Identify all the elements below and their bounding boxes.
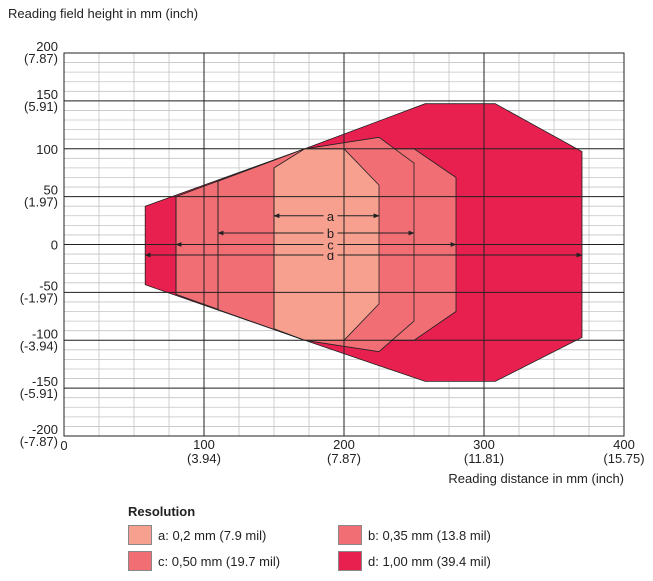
y-tick-sublabel: (7.87) <box>24 51 58 66</box>
x-tick-label: 100 <box>193 437 215 452</box>
legend-label-c: c: 0,50 mm (19.7 mil) <box>158 553 281 569</box>
range-letter-c: c <box>327 238 334 253</box>
y-tick-sublabel: (-1.97) <box>20 290 58 305</box>
legend-title: Resolution <box>128 504 196 519</box>
range-letter-bg-b <box>323 225 338 242</box>
plot-frame <box>63 52 625 437</box>
y-tick-sublabel: (-3.94) <box>20 338 58 353</box>
legend-item-c: c: 0,50 mm (19.7 mil) <box>128 551 338 571</box>
legend-label-b: b: 0,35 mm (13.8 mil) <box>368 527 491 543</box>
x-tick-sublabel: (3.94) <box>187 451 221 466</box>
y-tick-label: -150 <box>32 374 58 389</box>
legend: Resolution a: 0,2 mm (7.9 mil) b: 0,35 m… <box>128 504 538 571</box>
x-tick-label: 300 <box>473 437 495 452</box>
y-tick-label: -200 <box>32 422 58 437</box>
legend-swatch-d <box>338 551 362 571</box>
range-letter-a: a <box>327 209 335 224</box>
legend-label-a: a: 0,2 mm (7.9 mil) <box>158 527 267 543</box>
y-axis-title: Reading field height in mm (inch) <box>8 6 199 21</box>
legend-swatch-a <box>128 525 152 545</box>
x-tick-sublabel: (15.75) <box>603 451 644 466</box>
y-tick-label: 50 <box>44 183 58 198</box>
legend-swatch-c <box>128 551 152 571</box>
range-letter-b: b <box>327 226 334 241</box>
y-tick-sublabel: (5.91) <box>24 99 58 114</box>
y-tick-sublabel: (-5.91) <box>20 386 58 401</box>
y-tick-label: 200 <box>36 39 58 54</box>
legend-label-d: d: 1,00 mm (39.4 mil) <box>368 553 491 569</box>
y-tick-sublabel: (1.97) <box>24 195 58 210</box>
y-tick-label: 0 <box>51 238 58 253</box>
x-tick-sublabel: (7.87) <box>327 451 361 466</box>
x-tick-label: 200 <box>333 437 355 452</box>
reading-field-chart: dcba200(7.87)150(5.91)10050(1.97)0-50(-1… <box>20 39 645 486</box>
legend-item-a: a: 0,2 mm (7.9 mil) <box>128 525 338 545</box>
y-tick-label: 100 <box>36 142 58 157</box>
x-tick-label: 0 <box>60 438 67 453</box>
legend-item-d: d: 1,00 mm (39.4 mil) <box>338 551 538 571</box>
y-tick-label: 150 <box>36 87 58 102</box>
y-tick-label: -50 <box>39 278 58 293</box>
x-tick-sublabel: (11.81) <box>464 451 504 466</box>
legend-item-b: b: 0,35 mm (13.8 mil) <box>338 525 538 545</box>
x-axis-title: Reading distance in mm (inch) <box>448 471 624 486</box>
legend-swatch-b <box>338 525 362 545</box>
range-letter-d: d <box>327 248 334 263</box>
y-tick-label: -100 <box>32 326 58 341</box>
range-letter-bg-a <box>323 207 338 224</box>
x-tick-label: 400 <box>613 437 635 452</box>
y-tick-sublabel: (-7.87) <box>20 434 58 449</box>
